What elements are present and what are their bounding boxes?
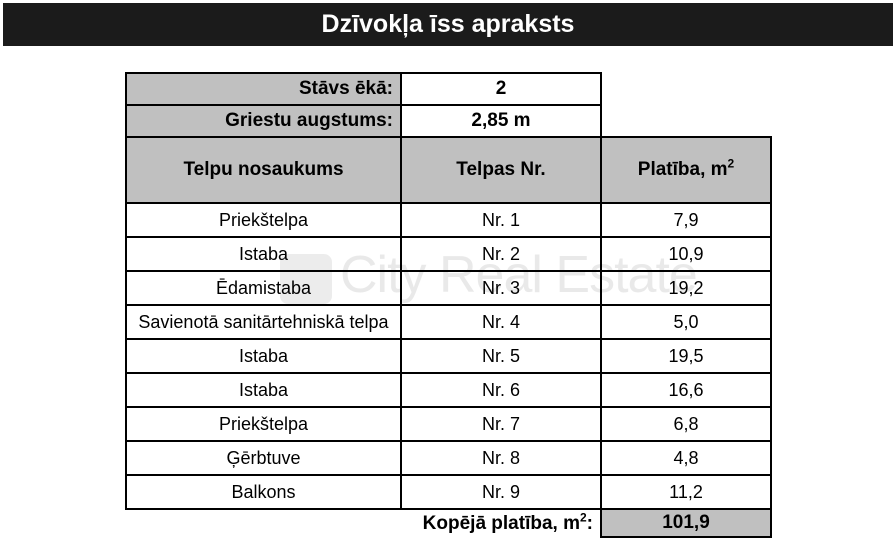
room-name-cell: Priekštelpa [125,406,402,442]
room-nr-cell: Nr. 4 [400,304,602,340]
room-area-cell: 19,5 [600,338,772,374]
floor-label: Stāvs ēkā: [125,72,402,106]
rooms-table: Stāvs ēkā: 2 Griestu augstums: 2,85 m Te… [125,72,772,538]
column-header-room-name: Telpu nosaukums [125,136,402,204]
table-row: Priekštelpa Nr. 7 6,8 [125,406,772,442]
room-name-cell: Istaba [125,236,402,272]
room-name-cell: Istaba [125,338,402,374]
empty-cell [601,73,771,105]
room-name-cell: Savienotā sanitārtehniskā telpa [125,304,402,340]
room-name-cell: Priekštelpa [125,202,402,238]
room-area-cell: 5,0 [600,304,772,340]
room-nr-cell: Nr. 3 [400,270,602,306]
room-nr-cell: Nr. 5 [400,338,602,374]
table-row: Ģērbtuve Nr. 8 4,8 [125,440,772,476]
table-row: Ēdamistaba Nr. 3 19,2 [125,270,772,306]
ceiling-height-label: Griestu augstums: [125,104,402,138]
table-row: Balkons Nr. 9 11,2 [125,474,772,510]
room-area-cell: 6,8 [600,406,772,442]
empty-cell [601,105,771,137]
floor-row: Stāvs ēkā: 2 [125,72,771,106]
room-name-cell: Istaba [125,372,402,408]
room-name-cell: Ģērbtuve [125,440,402,476]
room-area-cell: 7,9 [600,202,772,238]
total-area-label: Kopējā platība, m2: [422,510,593,534]
room-name-cell: Balkons [125,474,402,510]
title-bar: Dzīvokļa īss apraksts [3,3,893,46]
room-nr-cell: Nr. 9 [400,474,602,510]
page-title: Dzīvokļa īss apraksts [321,10,575,38]
room-nr-cell: Nr. 6 [400,372,602,408]
room-nr-cell: Nr. 7 [400,406,602,442]
table-row: Priekštelpa Nr. 1 7,9 [125,202,772,238]
room-area-cell: 10,9 [600,236,772,272]
ceiling-height-value: 2,85 m [400,104,602,138]
table-row: Istaba Nr. 6 16,6 [125,372,772,408]
column-header-area: Platība, m2 [600,136,772,204]
room-name-cell: Ēdamistaba [125,270,402,306]
table-header-row: Telpu nosaukums Telpas Nr. Platība, m2 [125,136,772,204]
room-nr-cell: Nr. 8 [400,440,602,476]
room-nr-cell: Nr. 2 [400,236,602,272]
room-area-cell: 11,2 [600,474,772,510]
table-row: Savienotā sanitārtehniskā telpa Nr. 4 5,… [125,304,772,340]
table-row: Istaba Nr. 2 10,9 [125,236,772,272]
table-row: Istaba Nr. 5 19,5 [125,338,772,374]
room-nr-cell: Nr. 1 [400,202,602,238]
room-area-cell: 16,6 [600,372,772,408]
floor-value: 2 [400,72,602,106]
room-area-cell: 4,8 [600,440,772,476]
total-area-value: 101,9 [600,508,772,538]
ceiling-height-row: Griestu augstums: 2,85 m [125,104,771,138]
column-header-room-nr: Telpas Nr. [400,136,602,204]
apartment-table-wrap: Stāvs ēkā: 2 Griestu augstums: 2,85 m Te… [125,72,772,538]
room-area-cell: 19,2 [600,270,772,306]
total-row: Kopējā platība, m2: 101,9 [126,508,772,538]
